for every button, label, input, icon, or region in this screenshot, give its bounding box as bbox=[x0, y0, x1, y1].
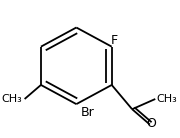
Text: CH₃: CH₃ bbox=[157, 94, 177, 104]
Text: O: O bbox=[146, 117, 156, 130]
Text: F: F bbox=[111, 34, 118, 47]
Text: Br: Br bbox=[80, 106, 94, 119]
Text: CH₃: CH₃ bbox=[1, 94, 22, 104]
